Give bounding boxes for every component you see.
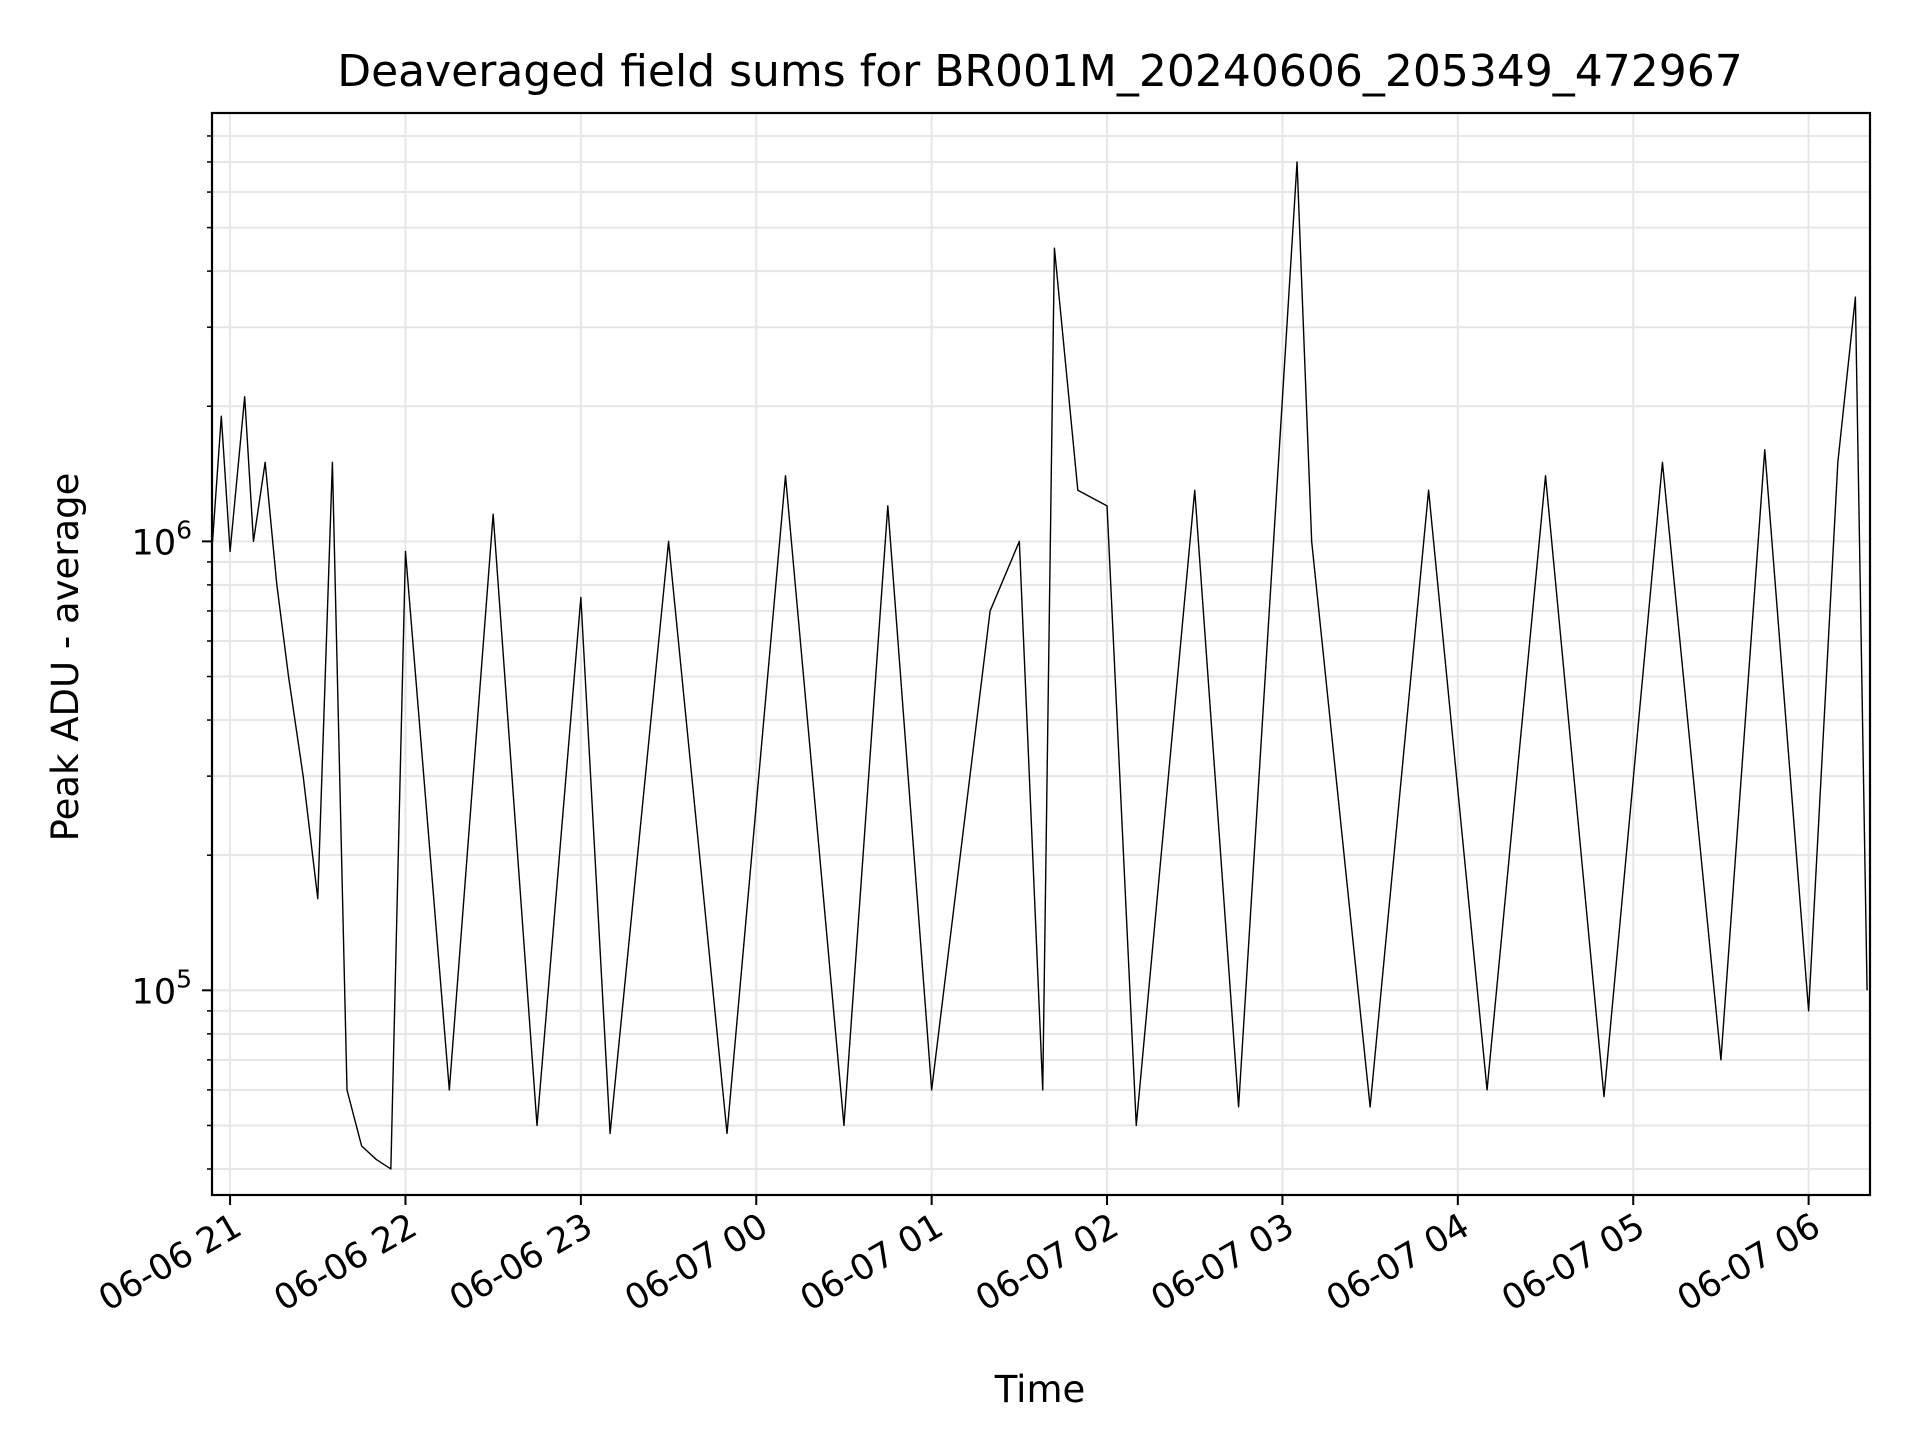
y-axis-label: Peak ADU - average bbox=[44, 473, 87, 842]
x-axis-label: Time bbox=[994, 1368, 1086, 1411]
series-path bbox=[211, 161, 1868, 1170]
grid bbox=[212, 113, 1870, 1195]
series-line bbox=[211, 161, 1868, 1170]
plot-frame bbox=[210, 111, 1872, 1197]
chart-title: Deaveraged field sums for BR001M_2024060… bbox=[337, 46, 1743, 97]
